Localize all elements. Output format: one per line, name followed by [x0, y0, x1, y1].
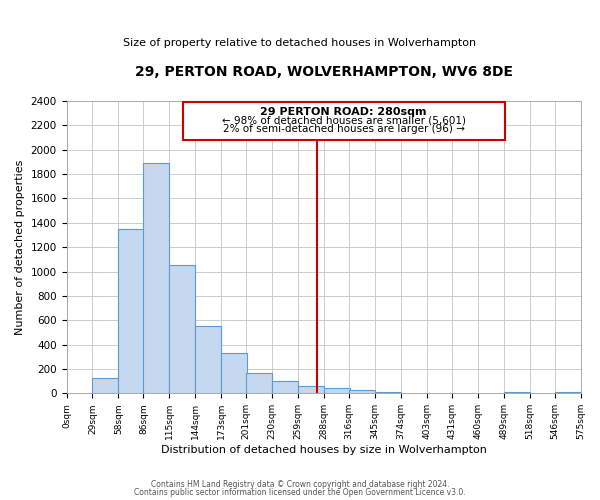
Bar — [272, 380, 298, 394]
Y-axis label: Number of detached properties: Number of detached properties — [15, 160, 25, 335]
X-axis label: Distribution of detached houses by size in Wolverhampton: Distribution of detached houses by size … — [161, 445, 487, 455]
Bar — [118, 229, 144, 394]
Bar — [324, 388, 350, 394]
Bar — [195, 326, 221, 394]
Bar — [143, 163, 169, 394]
Bar — [503, 392, 530, 394]
Bar — [375, 392, 401, 394]
Bar — [169, 266, 195, 394]
Text: ← 98% of detached houses are smaller (5,601): ← 98% of detached houses are smaller (5,… — [221, 116, 466, 126]
Bar — [221, 352, 247, 394]
Text: Size of property relative to detached houses in Wolverhampton: Size of property relative to detached ho… — [124, 38, 476, 48]
Text: Contains HM Land Registry data © Crown copyright and database right 2024.: Contains HM Land Registry data © Crown c… — [151, 480, 449, 489]
Text: 29 PERTON ROAD: 280sqm: 29 PERTON ROAD: 280sqm — [260, 107, 427, 117]
Bar — [183, 102, 505, 140]
Bar — [554, 392, 581, 394]
Bar — [298, 386, 324, 394]
Bar — [92, 378, 118, 394]
Bar — [349, 390, 375, 394]
Text: 2% of semi-detached houses are larger (96) →: 2% of semi-detached houses are larger (9… — [223, 124, 464, 134]
Text: Contains public sector information licensed under the Open Government Licence v3: Contains public sector information licen… — [134, 488, 466, 497]
Bar — [246, 373, 272, 394]
Title: 29, PERTON ROAD, WOLVERHAMPTON, WV6 8DE: 29, PERTON ROAD, WOLVERHAMPTON, WV6 8DE — [134, 65, 512, 79]
